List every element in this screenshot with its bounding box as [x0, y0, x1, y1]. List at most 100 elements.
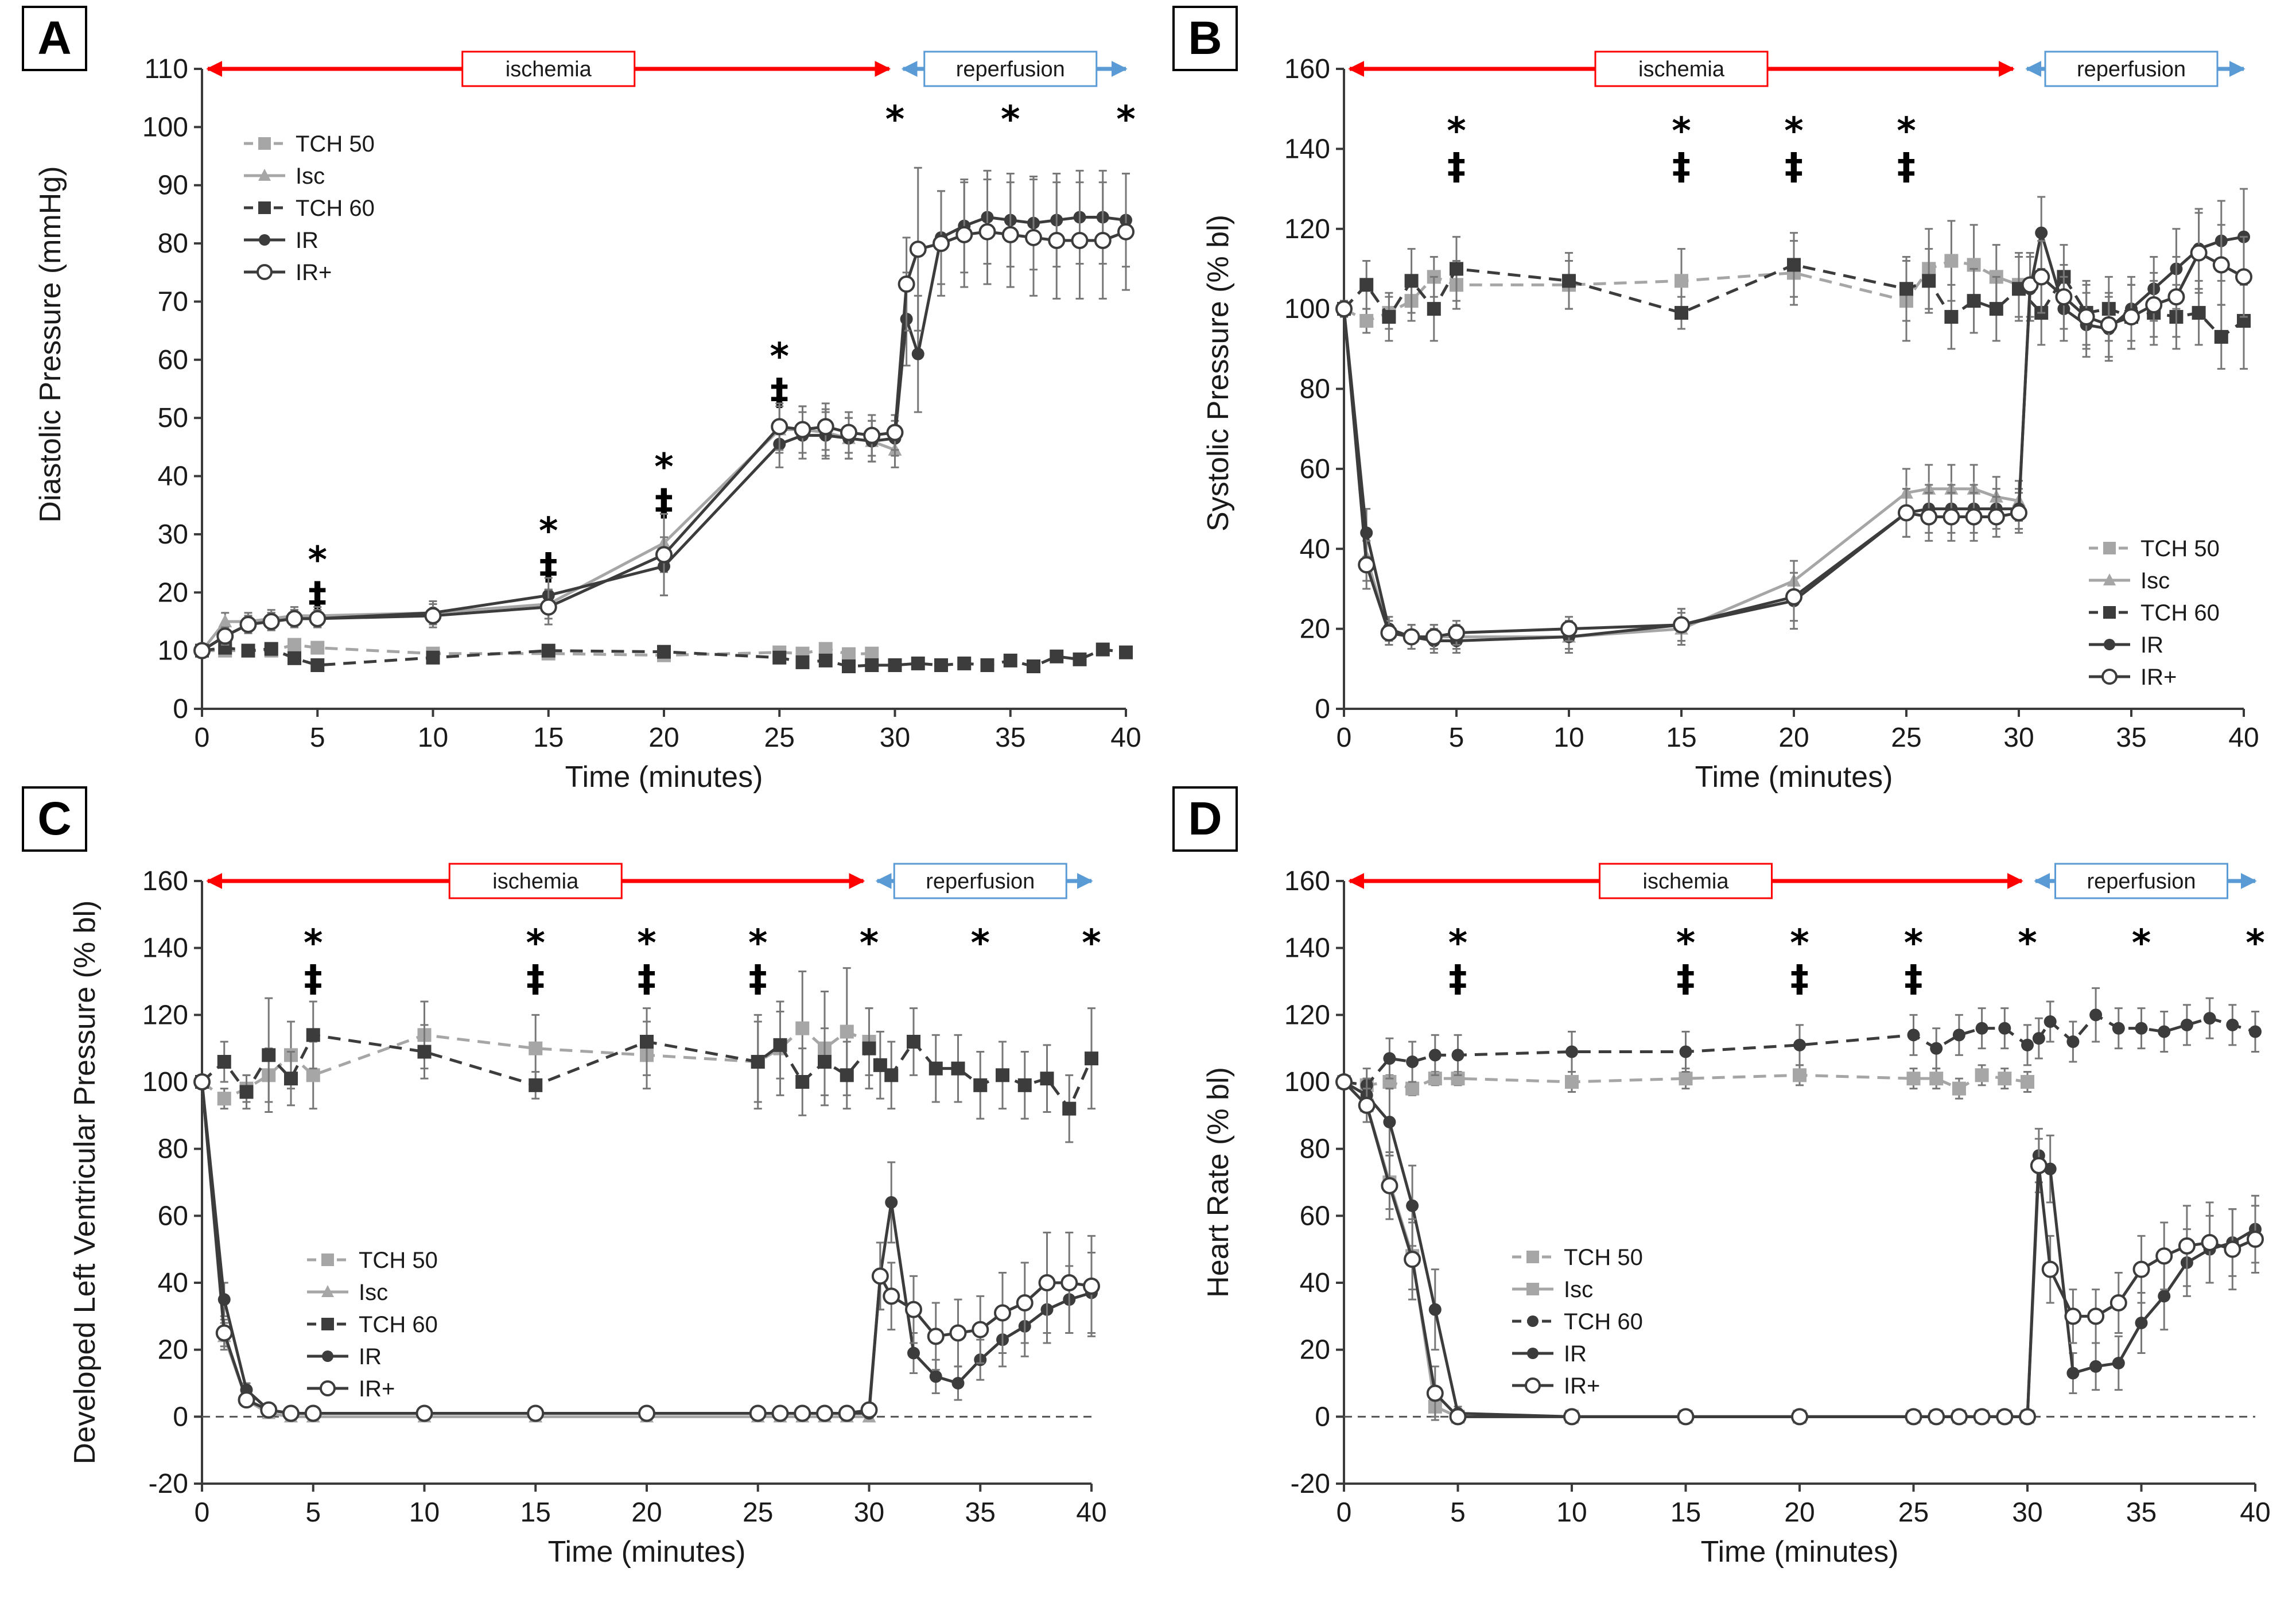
data-point [1358, 556, 1376, 574]
significance-asterisk: * [1116, 99, 1135, 141]
data-point [1027, 659, 1040, 674]
y-axis-title: Diastolic Pressure (mmHg) [34, 166, 67, 522]
significance-asterisk: * [1001, 99, 1020, 141]
legend-marker [1526, 1251, 1539, 1263]
y-axis-title: Heart Rate (% bl) [1202, 1067, 1235, 1298]
data-point [2041, 1260, 2059, 1278]
data-point [818, 1055, 832, 1069]
data-point [2145, 296, 2163, 314]
significance-asterisk: * [526, 922, 545, 965]
y-tick-label: 160 [1284, 54, 1330, 84]
data-point [217, 1055, 231, 1069]
significance-double-dagger: ‡ [1449, 958, 1467, 1000]
data-point [1989, 302, 2003, 316]
significance-double-dagger: ‡ [638, 958, 656, 1000]
x-tick-label: 15 [520, 1497, 551, 1528]
significance-asterisk: * [304, 922, 323, 965]
data-point [310, 658, 325, 672]
x-tick-label: 35 [995, 723, 1025, 753]
data-point [1785, 588, 1802, 606]
data-point [2064, 1307, 2082, 1325]
data-point [1787, 258, 1801, 272]
data-point [306, 1068, 320, 1082]
data-point [1404, 274, 1419, 288]
data-point [284, 1072, 298, 1086]
data-point [840, 1068, 854, 1082]
legend-label: Isc [1564, 1277, 1593, 1302]
y-tick-label: 80 [158, 228, 188, 259]
legend-marker [258, 137, 271, 150]
data-point [2249, 1025, 2262, 1038]
data-point [1952, 1029, 1965, 1042]
significance-asterisk: * [885, 99, 904, 141]
legend-label: Isc [2140, 568, 2170, 593]
data-point [1404, 1251, 1421, 1268]
data-point [288, 638, 301, 652]
legend-marker [1526, 1283, 1539, 1295]
legend-label: TCH 60 [296, 196, 375, 221]
x-tick-label: 40 [1076, 1497, 1106, 1528]
x-tick-label: 30 [2003, 723, 2034, 753]
x-tick-label: 30 [2012, 1497, 2042, 1528]
legend-label: TCH 60 [1564, 1309, 1643, 1334]
x-tick-label: 5 [1450, 1497, 1466, 1528]
data-point [2035, 226, 2048, 239]
panel-letter: C [37, 793, 71, 845]
y-tick-label: 60 [158, 345, 188, 375]
y-tick-label: 80 [158, 1134, 188, 1165]
legend-label: IR+ [359, 1376, 395, 1402]
significance-asterisk: * [770, 336, 789, 378]
x-tick-label: 25 [743, 1497, 773, 1528]
panel-a: A 0 10 20 30 40 50 60 70 80 90 100 110 0 5 10 15 20 25 30 35… [22, 6, 1141, 794]
y-tick-label: 70 [158, 286, 188, 317]
data-point [978, 223, 996, 240]
x-tick-label: 5 [305, 1497, 321, 1528]
significance-asterisk: * [1790, 922, 1809, 965]
data-point [264, 642, 278, 656]
y-tick-label: 30 [158, 519, 188, 550]
legend-label: IR+ [2140, 665, 2177, 690]
y-tick-label: 140 [1284, 933, 1330, 964]
data-point [1095, 642, 1110, 657]
legend-label: TCH 50 [2140, 536, 2220, 561]
y-tick-label: 20 [158, 1335, 188, 1365]
x-tick-label: 20 [1784, 1497, 1815, 1528]
x-tick-label: 15 [1666, 723, 1696, 753]
legend-marker [2103, 573, 2116, 585]
significance-asterisk: * [2018, 922, 2037, 965]
data-point [2158, 1025, 2171, 1038]
data-point [286, 610, 303, 627]
data-point [1922, 274, 1936, 288]
data-point [817, 418, 834, 436]
data-point [871, 1267, 889, 1285]
data-point [794, 1404, 811, 1422]
panel-letter: D [1188, 793, 1222, 845]
data-point [1905, 1408, 1922, 1426]
data-point [1038, 1274, 1056, 1291]
legend-label: TCH 50 [296, 131, 375, 157]
data-point [2112, 1357, 2125, 1369]
data-point [640, 1035, 654, 1049]
legend-label: IR+ [296, 260, 332, 285]
data-point [2021, 1075, 2034, 1089]
data-point [262, 1048, 276, 1062]
data-point [2055, 288, 2073, 306]
data-point [1094, 232, 1112, 250]
data-point [2100, 316, 2118, 333]
y-tick-label: 0 [173, 1402, 188, 1432]
data-point [1025, 228, 1042, 246]
significance-double-dagger: ‡ [1785, 146, 1803, 188]
data-point [1930, 1042, 1943, 1055]
data-point [529, 1041, 543, 1055]
y-tick-label: 40 [1300, 534, 1330, 564]
significance-double-dagger: ‡ [526, 958, 545, 1000]
data-point [539, 598, 557, 616]
data-point [2123, 308, 2140, 326]
y-tick-label: 0 [173, 694, 188, 724]
data-point [2178, 1237, 2196, 1255]
data-point [1358, 1096, 1376, 1114]
data-point [1675, 274, 1688, 288]
data-point [773, 1038, 787, 1052]
y-tick-label: 90 [158, 170, 188, 201]
